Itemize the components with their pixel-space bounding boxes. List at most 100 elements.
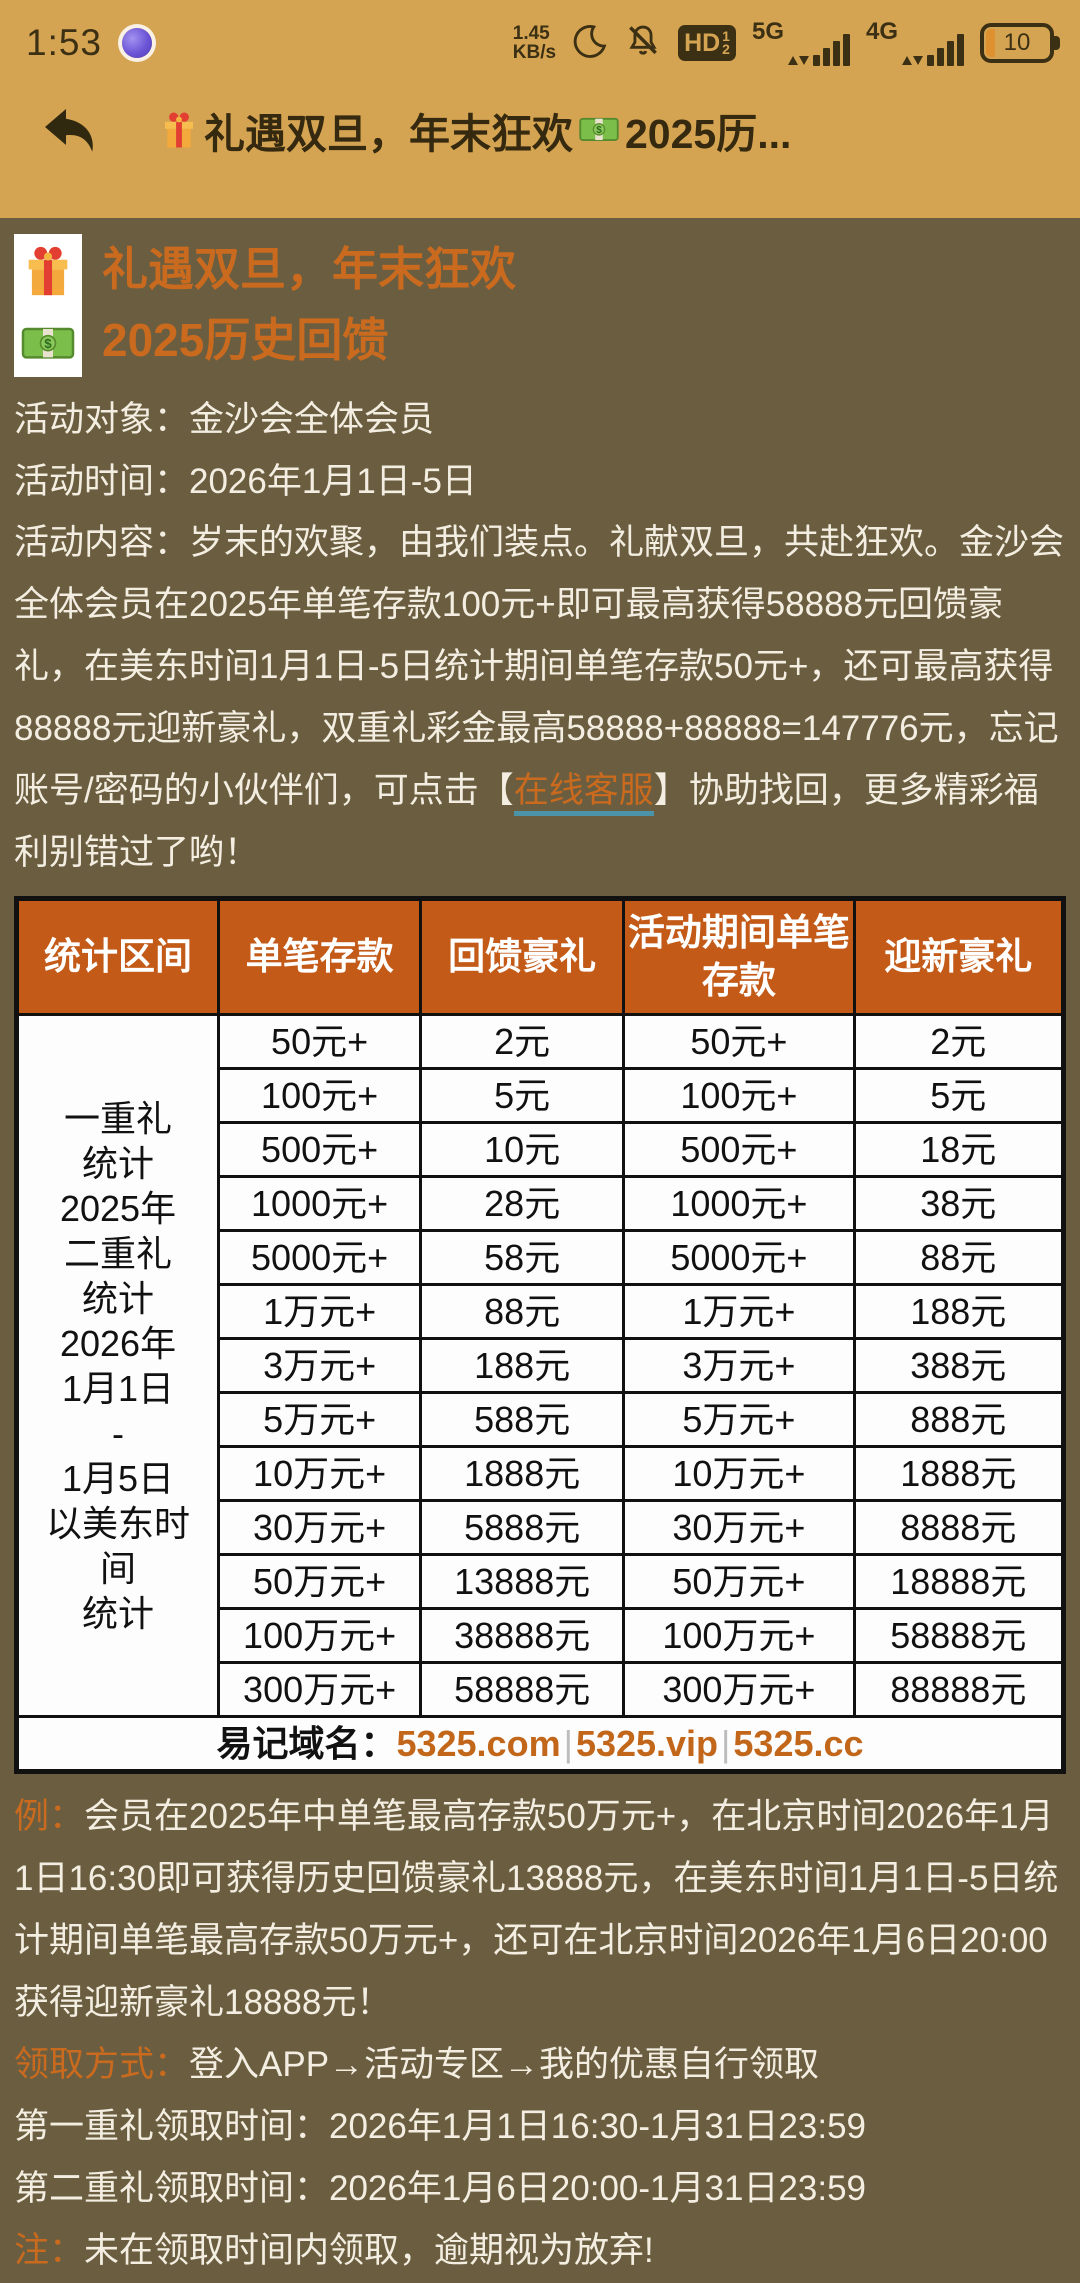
sim1-signal-5g-icon: 5G (752, 20, 850, 66)
table-cell: 188元 (852, 1283, 1066, 1341)
money-icon: $ (21, 324, 75, 369)
note-label: 注： (14, 2230, 85, 2270)
column-header: 回馈豪礼 (419, 897, 626, 1017)
table-cell: 58888元 (419, 1661, 626, 1719)
table-row: 3万元+ 188元 3万元+ 388元 (17, 1337, 1066, 1395)
table-cell: 1万元+ (622, 1283, 856, 1341)
battery-icon: 10 (980, 23, 1060, 63)
example-text: 会员在2025年中单笔最高存款50万元+，在北京时间2026年1月1日16:30… (14, 1797, 1059, 2023)
table-cell: 58元 (419, 1229, 626, 1287)
title-text-2: 2025历... (625, 111, 792, 157)
promo-heading: $ 礼遇双旦，年末狂欢 2025历史回馈 (14, 234, 1066, 377)
status-bar: 1:53 1.45 KB/s (0, 0, 1080, 72)
table-cell: 1000元+ (217, 1175, 423, 1233)
table-cell: 188元 (419, 1337, 626, 1395)
table-row: 30万元+ 5888元 30万元+ 8888元 (17, 1499, 1066, 1557)
first-claim-time: 第一重礼领取时间：2026年1月1日16:30-1月31日23:59 (14, 2106, 867, 2146)
table-cell: 1000元+ (622, 1175, 856, 1233)
mute-bell-icon (624, 22, 662, 65)
activity-time: 活动时间：2026年1月1日-5日 (14, 461, 477, 501)
table-cell: 50万元+ (622, 1553, 856, 1611)
table-cell: 38元 (852, 1175, 1066, 1233)
title-bar: 礼遇双旦，年末狂欢 $ 2025历... (0, 72, 1080, 176)
data-arrows-icon (787, 56, 809, 65)
table-cell: 50元+ (622, 1013, 856, 1071)
svg-text:$: $ (44, 336, 52, 351)
page-title: 礼遇双旦，年末狂欢 $ 2025历... (160, 100, 791, 160)
table-cell: 1万元+ (217, 1283, 423, 1341)
table-cell: 10万元+ (622, 1445, 856, 1503)
table-row: 50万元+ 13888元 50万元+ 18888元 (17, 1553, 1066, 1611)
sim2-signal-4g-icon: 4G (866, 20, 964, 66)
table-cell: 18888元 (852, 1553, 1066, 1611)
table-header-row: 统计区间 单笔存款 回馈豪礼 活动期间单笔存款 迎新豪礼 (14, 897, 1066, 1017)
data-arrows-icon (902, 56, 923, 65)
table-cell: 5元 (852, 1067, 1066, 1125)
table-cell: 10万元+ (217, 1445, 423, 1503)
claim-label: 领取方式： (14, 2045, 190, 2085)
description-text: 】协助找回，更多精彩福利别错过了哟！ (14, 771, 1039, 873)
table-cell: 1888元 (852, 1445, 1066, 1503)
activity-description: 活动内容：岁末的欢聚，由我们装点。礼献双旦，共赴狂欢。金沙会全体会员在2025年… (14, 512, 1066, 884)
table-cell: 5000元+ (217, 1229, 423, 1287)
notification-app-icon (122, 28, 153, 58)
table-cell: 88888元 (852, 1661, 1066, 1719)
hd-label: HD (684, 28, 721, 57)
claim-text: 登入APP→活动专区→我的优惠自行领取 (189, 2045, 820, 2085)
clock: 1:53 (26, 22, 103, 63)
table-cell: 300万元+ (622, 1661, 856, 1719)
back-button[interactable] (34, 98, 104, 162)
table-cell: 100元+ (217, 1067, 423, 1125)
table-cell: 8888元 (852, 1499, 1066, 1557)
table-cell: 5000元+ (622, 1229, 856, 1287)
table-cell: 500元+ (217, 1121, 423, 1179)
table-cell: 10元 (419, 1121, 626, 1179)
hd-sim1: 1 (722, 27, 730, 44)
emoji-strip: $ (14, 234, 82, 377)
table-cell: 100万元+ (217, 1607, 423, 1665)
svg-text:$: $ (596, 125, 602, 136)
gift-icon (22, 242, 74, 305)
table-cell: 38888元 (419, 1607, 626, 1665)
column-header: 活动期间单笔存款 (622, 897, 856, 1017)
battery-percent: 10 (1003, 29, 1031, 56)
network-speed-value: 1.45 (512, 22, 550, 44)
table-cell: 50万元+ (217, 1553, 423, 1611)
customer-service-link[interactable]: 在线客服 (513, 771, 654, 817)
table-cell: 30万元+ (622, 1499, 856, 1557)
hd-sim2: 2 (722, 41, 730, 57)
table-cell: 13888元 (419, 1553, 626, 1611)
column-header: 单笔存款 (217, 897, 423, 1017)
period-cell: 一重礼 统计 2025年 二重礼 统计 2026年 1月1日 - 1月5日 以美… (14, 1013, 221, 1719)
table-cell: 5万元+ (217, 1391, 423, 1449)
table-cell: 88元 (419, 1283, 626, 1341)
network-speed-unit: KB/s (512, 42, 557, 63)
promo-heading-line2: 2025历史回馈 (102, 314, 389, 367)
table-cell: 3万元+ (622, 1337, 856, 1395)
claim-method: 领取方式：登入APP→活动专区→我的优惠自行领取 (14, 2034, 1066, 2096)
domain-label: 易记域名： (216, 1723, 397, 1765)
table-cell: 100万元+ (622, 1607, 856, 1665)
note-text: 未在领取时间内领取，逾期视为放弃! (84, 2230, 654, 2270)
table-cell: 100元+ (622, 1067, 856, 1125)
table-row: 100万元+ 38888元 100万元+ 58888元 (17, 1607, 1066, 1665)
domain-link[interactable]: 5325.com (396, 1723, 561, 1765)
reward-table: 统计区间 单笔存款 回馈豪礼 活动期间单笔存款 迎新豪礼 一重礼 统计 2025年 二重… (14, 896, 1066, 1775)
table-cell: 5888元 (419, 1499, 626, 1557)
table-cell: 300万元+ (217, 1661, 423, 1719)
domain-link[interactable]: 5325.cc (733, 1723, 864, 1765)
hd-volte-icon: HD 1 2 (678, 25, 736, 61)
top-gold-bar: 1:53 1.45 KB/s (0, 0, 1080, 218)
table-row: 1000元+ 28元 1000元+ 38元 (17, 1175, 1066, 1233)
table-cell: 3万元+ (217, 1337, 423, 1395)
domain-separator: | (721, 1723, 731, 1765)
table-cell: 5万元+ (622, 1391, 856, 1449)
promo-content: $ 礼遇双旦，年末狂欢 2025历史回馈 活动对象：金沙会全体会员 活动时间：2… (0, 218, 1080, 2283)
second-claim-time: 第二重礼领取时间：2026年1月6日20:00-1月31日23:59 (14, 2168, 867, 2208)
money-icon: $ (579, 115, 619, 145)
domain-link[interactable]: 5325.vip (575, 1723, 719, 1765)
example-label: 例： (14, 1797, 85, 1837)
table-cell: 58888元 (852, 1607, 1066, 1665)
table-cell: 30万元+ (217, 1499, 423, 1557)
table-cell: 388元 (852, 1337, 1066, 1395)
